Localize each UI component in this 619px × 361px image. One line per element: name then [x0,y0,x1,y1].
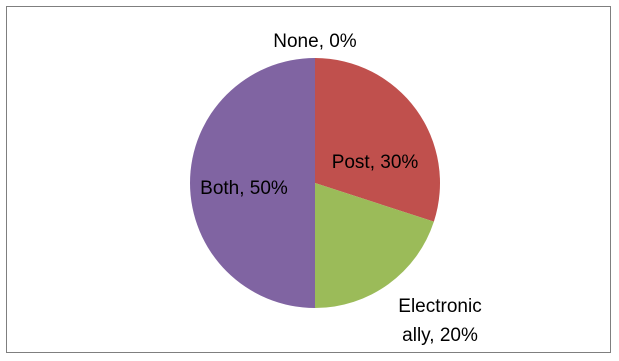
data-label-post: Post, 30% [332,152,419,173]
data-label-electronically-line1: Electronic [398,296,481,317]
data-label-none: None, 0% [273,31,357,52]
pie-slice-electronically [315,183,434,308]
pie-slice-post [315,58,440,222]
data-label-electronically-line2: ally, 20% [402,325,478,346]
pie-slices [190,58,440,308]
data-label-both: Both, 50% [200,178,288,199]
pie-slice-both [190,58,315,308]
